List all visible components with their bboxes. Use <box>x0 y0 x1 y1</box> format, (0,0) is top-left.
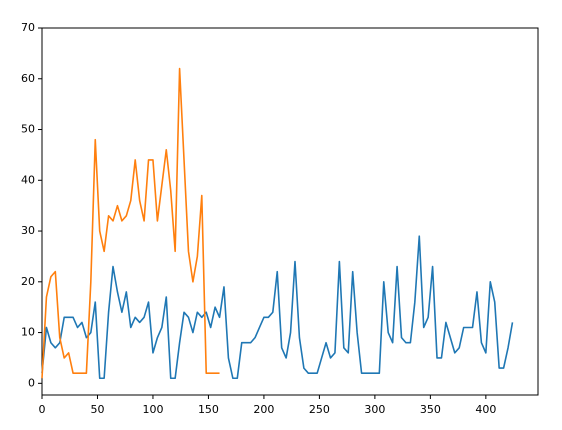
y-tick-label: 70 <box>21 21 35 34</box>
y-tick-label: 50 <box>21 123 35 136</box>
x-tick-label: 100 <box>142 403 163 416</box>
y-tick-label: 30 <box>21 224 35 237</box>
y-tick-label: 10 <box>21 326 35 339</box>
x-tick-label: 0 <box>39 403 46 416</box>
y-tick-label: 20 <box>21 275 35 288</box>
y-tick-label: 0 <box>28 376 35 389</box>
y-tick-label: 60 <box>21 72 35 85</box>
x-tick-label: 150 <box>198 403 219 416</box>
x-tick-label: 350 <box>420 403 441 416</box>
x-tick-label: 400 <box>475 403 496 416</box>
x-tick-label: 250 <box>309 403 330 416</box>
series-line <box>41 235 514 380</box>
y-tick-label: 40 <box>21 173 35 186</box>
x-tick-label: 50 <box>90 403 104 416</box>
x-tick-label: 300 <box>364 403 385 416</box>
series-line <box>41 67 220 379</box>
axes-frame <box>41 27 539 396</box>
x-tick-label: 200 <box>253 403 274 416</box>
